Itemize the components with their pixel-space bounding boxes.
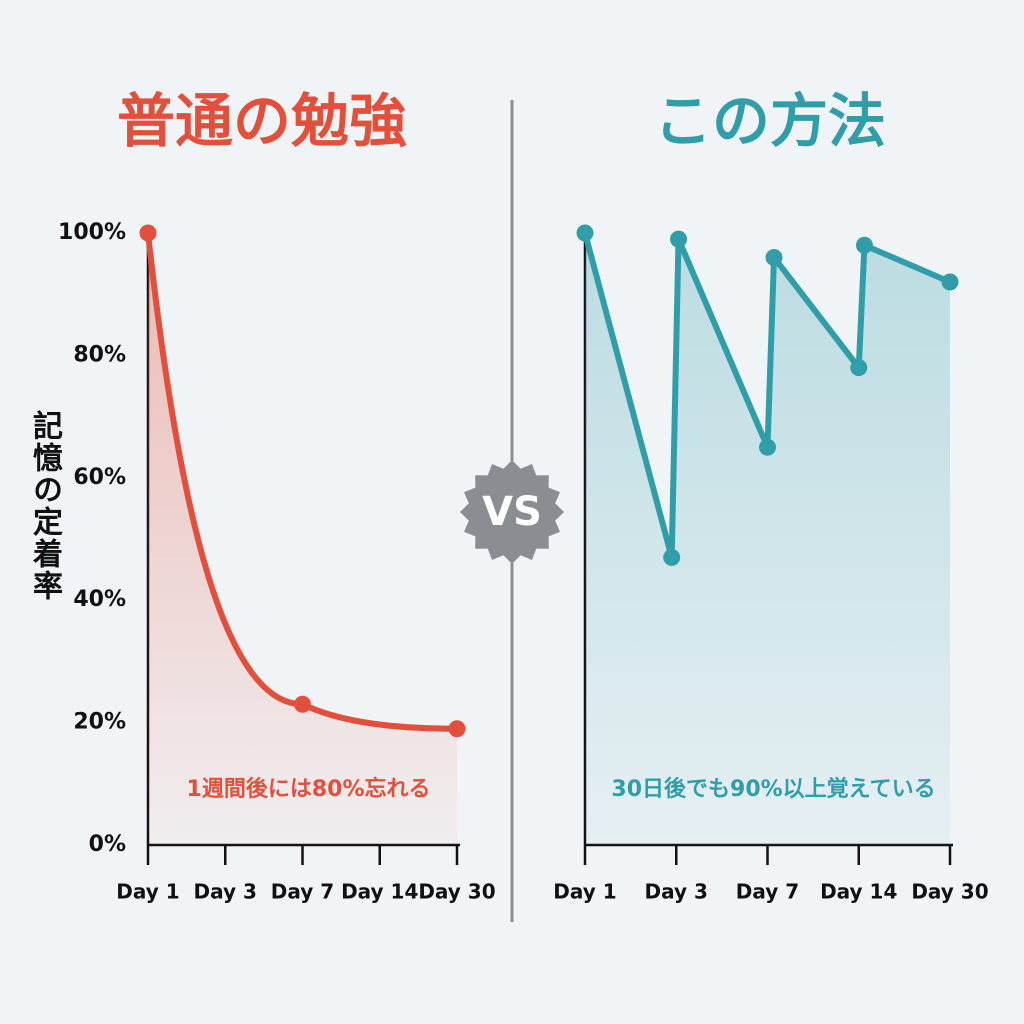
x-tick-label: Day 7 bbox=[736, 880, 799, 904]
y-tick-label: 100% bbox=[58, 220, 126, 245]
point bbox=[765, 248, 783, 266]
area bbox=[148, 233, 457, 845]
annotation: 1週間後には80%忘れる bbox=[187, 776, 431, 802]
point bbox=[850, 359, 868, 377]
vs-label: VS bbox=[482, 489, 542, 535]
line bbox=[145, 232, 458, 732]
point bbox=[670, 230, 688, 248]
y-tick-label: 20% bbox=[73, 710, 126, 735]
point bbox=[448, 720, 466, 738]
point bbox=[759, 438, 776, 456]
x-tick-label: Day 7 bbox=[271, 880, 334, 904]
x-tick-label: Day 3 bbox=[194, 880, 257, 904]
y-tick-label: 80% bbox=[73, 342, 126, 367]
point bbox=[663, 548, 681, 566]
x-tick-label: Day 1 bbox=[116, 880, 179, 904]
x-tick-label: Day 14 bbox=[820, 880, 897, 904]
y-tick-label: 60% bbox=[73, 465, 126, 490]
vs-badge bbox=[460, 460, 564, 564]
point bbox=[941, 273, 959, 291]
x-tick-label: Day 1 bbox=[553, 880, 616, 904]
y-tick-label: 0% bbox=[89, 832, 126, 857]
annotation: 30日後でも90%以上覚えている bbox=[611, 776, 935, 802]
x-tick-label: Day 14 bbox=[341, 880, 418, 904]
point bbox=[855, 236, 873, 254]
y-axis-label: 記憶の定着率 bbox=[27, 410, 62, 602]
y-tick-label: 40% bbox=[73, 587, 126, 612]
x-tick-label: Day 30 bbox=[911, 880, 988, 904]
area bbox=[585, 233, 950, 845]
point bbox=[576, 224, 594, 242]
chart-title: この方法 bbox=[654, 87, 886, 155]
chart-title: 普通の勉強 bbox=[117, 87, 407, 155]
point bbox=[294, 695, 311, 713]
line bbox=[582, 232, 952, 561]
point bbox=[139, 224, 157, 242]
x-tick-label: Day 30 bbox=[418, 880, 495, 904]
x-tick-label: Day 3 bbox=[645, 880, 708, 904]
